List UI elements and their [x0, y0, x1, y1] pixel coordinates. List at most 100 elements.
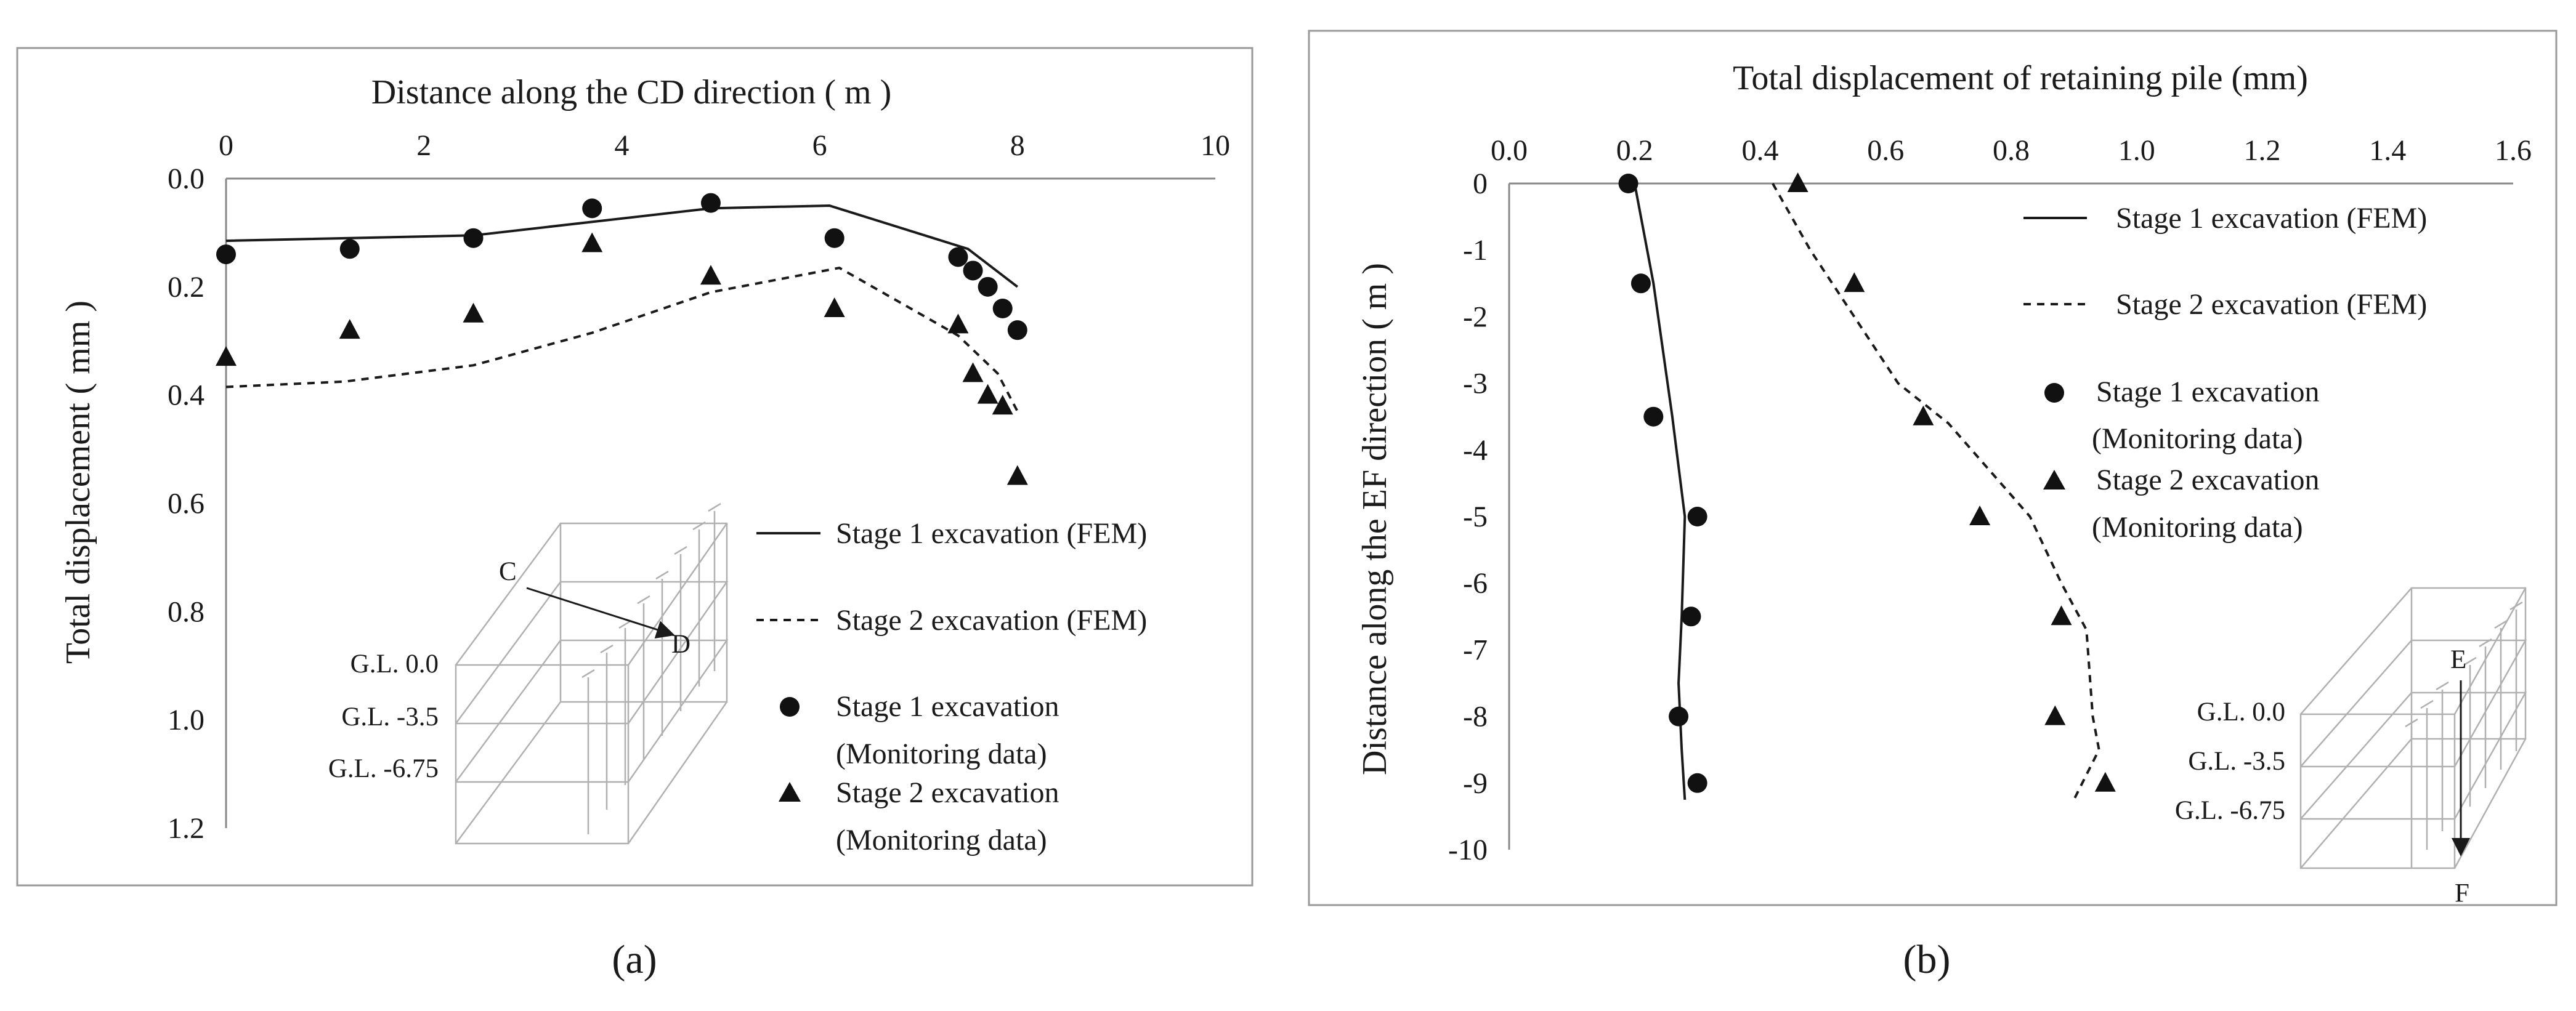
chart-b-ytick-8: -8 — [1463, 701, 1488, 733]
inset-a-level-label-1: G.L. 0.0 — [350, 650, 439, 679]
chart-a-series-3-point-10 — [1007, 465, 1028, 485]
chart-b-legend: Stage 1 excavation (FEM) Stage 2 excavat… — [2023, 202, 2427, 544]
chart-b-ytick-10: -10 — [1448, 834, 1488, 866]
chart-b-series-2-point-1 — [1630, 273, 1651, 294]
chart-b-series-3-point-5 — [2044, 705, 2066, 725]
inset-b-box-front — [2299, 713, 2456, 869]
chart-b-ytick-0: 0 — [1473, 167, 1488, 200]
chart-a-x-ticks: 0 2 4 6 8 10 — [219, 129, 1230, 162]
legend-a-entry-4-sub: (Monitoring data) — [836, 824, 1047, 856]
chart-b-series-3-point-4 — [2051, 605, 2072, 626]
inset-schematic-b: E F G.L. 0.0 G.L. -3.5 G.L. -6.75 — [2175, 587, 2527, 908]
legend-a-entry-1: Stage 1 excavation (FEM) — [836, 517, 1147, 550]
chart-a-legend: Stage 1 excavation (FEM) Stage 2 excavat… — [756, 517, 1147, 856]
inset-b-start-label: E — [2450, 645, 2466, 674]
chart-a-xtick-4: 8 — [1010, 129, 1025, 162]
chart-a-xtick-2: 4 — [614, 129, 629, 162]
chart-a-series-2-point-0 — [216, 244, 236, 265]
inset-b-pile-caps — [2405, 601, 2523, 728]
chart-a-series-2-point-2 — [463, 228, 484, 248]
chart-b-xtick-1: 0.2 — [1616, 134, 1653, 167]
chart-b-ytick-1: -1 — [1463, 234, 1488, 267]
chart-b-xtick-8: 1.6 — [2495, 134, 2532, 167]
chart-b-xtick-0: 0.0 — [1491, 134, 1528, 167]
legend-a-entry-3-sub: (Monitoring data) — [836, 738, 1047, 770]
inset-b-level-label-1: G.L. 0.0 — [2197, 698, 2285, 727]
chart-a-ytick-1: 0.2 — [168, 271, 205, 304]
chart-a-series-3-point-3 — [581, 232, 603, 252]
chart-b-series-1-line — [1772, 183, 2100, 800]
legend-a-swatch-circle — [780, 697, 800, 717]
chart-b-series-3-point-1 — [1844, 272, 1865, 292]
inset-b-piles — [2410, 610, 2517, 868]
inset-schematic-a: C D G.L. 0.0 G.L. -3.5 G.L. -6.75 — [328, 502, 729, 845]
chart-b-ytick-7: -7 — [1463, 634, 1488, 666]
chart-a-series-3-point-7 — [962, 362, 984, 382]
chart-b-xtick-4: 0.8 — [1993, 134, 2030, 167]
chart-a-series-3-point-2 — [463, 302, 484, 323]
chart-a-ylabel: Total displacement ( mm ) — [59, 300, 97, 664]
chart-b-caption: (b) — [1903, 937, 1951, 982]
chart-a-series-3-point-8 — [977, 384, 998, 404]
chart-b-xtick-5: 1.0 — [2118, 134, 2155, 167]
inset-b-end-label: F — [2455, 879, 2469, 908]
chart-b-ytick-9: -9 — [1463, 767, 1488, 800]
chart-b-x-ticks: 0.0 0.2 0.4 0.6 0.8 1.0 1.2 1.4 1.6 — [1491, 134, 2532, 167]
chart-a-series-3-point-5 — [824, 297, 845, 317]
chart-a-series-2-point-8 — [978, 276, 998, 297]
chart-a-series-3-point-9 — [992, 395, 1013, 415]
legend-b-entry-4: Stage 2 excavation — [2096, 464, 2320, 496]
legend-b-entry-1: Stage 1 excavation (FEM) — [2116, 202, 2427, 235]
chart-a-ytick-3: 0.6 — [168, 488, 205, 520]
chart-a-ytick-4: 0.8 — [168, 595, 205, 628]
inset-a-box-edges — [455, 523, 728, 844]
legend-b-entry-2: Stage 2 excavation (FEM) — [2116, 288, 2427, 321]
chart-a-caption: (a) — [612, 937, 657, 982]
chart-a-xtick-3: 6 — [812, 129, 827, 162]
legend-a-entry-4: Stage 2 excavation — [836, 776, 1059, 809]
chart-b-series — [1618, 172, 2116, 800]
chart-a-xtick-5: 10 — [1201, 129, 1230, 162]
chart-a-series-3-point-4 — [700, 265, 721, 285]
chart-a-ytick-6: 1.2 — [168, 812, 205, 845]
chart-a-frame — [16, 47, 1254, 887]
chart-b-xtick-2: 0.4 — [1742, 134, 1779, 167]
chart-a-y-ticks: 0.0 0.2 0.4 0.6 0.8 1.0 1.2 — [168, 163, 205, 845]
chart-b-series-2-point-5 — [1669, 706, 1689, 727]
chart-b-series-2-point-4 — [1681, 606, 1701, 627]
chart-b-xlabel: Total displacement of retaining pile (mm… — [1733, 59, 2308, 97]
chart-a-series-2-point-7 — [963, 260, 983, 281]
chart-a-series-3-point-6 — [947, 313, 969, 334]
chart-a-ytick-5: 1.0 — [168, 704, 205, 736]
chart-b-frame — [1308, 30, 2558, 906]
chart-a-series-1-line — [225, 266, 1019, 412]
chart-b-xtick-6: 1.2 — [2244, 134, 2281, 167]
chart-b-y-ticks: 0 -1 -2 -3 -4 -5 -6 -7 -8 -9 -10 — [1448, 167, 1488, 866]
legend-a-entry-3: Stage 1 excavation — [836, 690, 1059, 723]
inset-a-start-label: C — [499, 557, 517, 586]
inset-b-level-label-3: G.L. -6.75 — [2175, 796, 2285, 825]
chart-a-series-3-point-0 — [216, 346, 237, 366]
legend-b-entry-3-sub: (Monitoring data) — [2092, 422, 2303, 455]
inset-a-section-arrow — [526, 587, 675, 638]
legend-a-swatch-triangle — [779, 782, 801, 802]
inset-b-box-back — [2410, 587, 2527, 740]
chart-a-series-2-point-4 — [700, 193, 721, 213]
legend-b-entry-4-sub: (Monitoring data) — [2092, 511, 2303, 544]
chart-b-series-0-line — [1633, 183, 1687, 800]
chart-a-series-2-point-9 — [992, 299, 1013, 318]
chart-b-series-2-point-0 — [1618, 174, 1638, 193]
chart-a-xtick-0: 0 — [219, 129, 233, 162]
chart-a-series-2-point-3 — [582, 198, 602, 219]
legend-b-entry-3: Stage 1 excavation — [2096, 376, 2320, 408]
chart-a-series — [216, 193, 1028, 485]
chart-a-xlabel: Distance along the CD direction ( m ) — [371, 73, 891, 111]
inset-b-level-lines — [2300, 639, 2527, 820]
inset-a-end-label: D — [671, 630, 691, 659]
chart-b-xtick-3: 0.6 — [1867, 134, 1904, 167]
chart-b-series-3-point-2 — [1913, 405, 1934, 425]
inset-a-level-label-3: G.L. -6.75 — [328, 754, 439, 783]
chart-b-ytick-6: -6 — [1463, 567, 1488, 600]
inset-a-pile-caps — [581, 502, 721, 679]
inset-a-piles — [587, 511, 716, 834]
